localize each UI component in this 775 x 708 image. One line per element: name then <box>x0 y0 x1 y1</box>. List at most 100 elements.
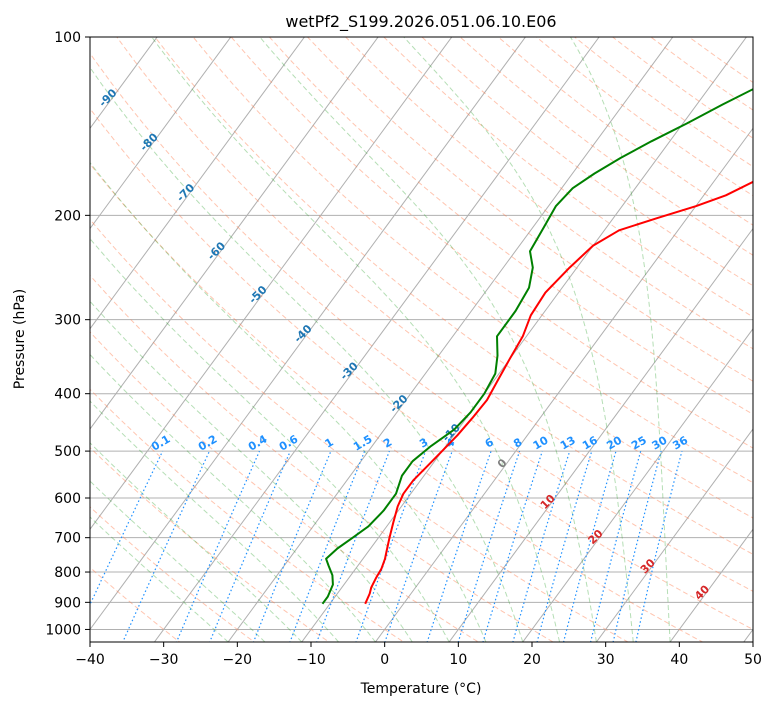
dry-adiabat <box>90 163 704 642</box>
isotherm--70 <box>90 37 306 330</box>
moist-adiabat <box>151 37 561 642</box>
dry-adiabat <box>421 37 753 287</box>
moist-adiabat <box>90 66 524 642</box>
isotherm-label: -100 <box>49 44 78 73</box>
mixing-ratio-line <box>536 450 593 642</box>
isotherm-label: -30 <box>338 359 361 382</box>
isotherm--80 <box>90 37 232 230</box>
dry-adiabat <box>269 37 753 415</box>
isotherm--90 <box>90 37 158 130</box>
mixing-ratio-label: 2 <box>381 436 394 451</box>
mixing-ratio-line <box>252 450 332 642</box>
dry-adiabat <box>90 331 480 642</box>
dry-adiabat <box>90 52 753 592</box>
x-tick-label-10: 10 <box>449 652 467 668</box>
x-tick-label-30: 30 <box>597 652 615 668</box>
mixing-ratio-label: 16 <box>580 433 600 452</box>
dry-adiabat <box>90 566 181 642</box>
mixing-ratio-line <box>457 450 521 642</box>
y-tick-label-300: 300 <box>54 313 81 329</box>
isotherm--40 <box>90 37 527 631</box>
plot-frame <box>89 36 754 643</box>
mixing-ratio-line <box>90 450 164 606</box>
mixing-ratio-line <box>209 450 291 642</box>
isotherm-label: -80 <box>138 130 161 153</box>
mixing-ratio-label: 0.2 <box>196 433 219 454</box>
moist-adiabat <box>90 400 339 642</box>
isotherm--10 <box>301 37 748 642</box>
x-tick-label-20: 20 <box>523 652 541 668</box>
mixing-ratio-line <box>512 450 571 642</box>
x-tick-label-40: 40 <box>670 652 688 668</box>
moist-adiabat <box>259 37 597 642</box>
mixing-ratio-line <box>122 450 211 642</box>
moist-adiabat <box>90 442 303 642</box>
dry-adiabat <box>192 37 753 484</box>
dry-adiabat <box>90 107 753 630</box>
y-tick-label-700: 700 <box>54 531 81 547</box>
isotherm-40 <box>669 528 753 642</box>
y-tick-label-900: 900 <box>54 595 81 611</box>
dry-adiabat <box>650 37 753 111</box>
moist-adiabat <box>90 161 487 642</box>
mixing-ratio-line <box>635 450 683 642</box>
adiabat-label: 10 <box>538 492 558 512</box>
chart-title: wetPf2_S199.2026.051.06.10.E06 <box>285 12 556 32</box>
y-tick-label-500: 500 <box>54 444 81 460</box>
isotherm-label: -70 <box>174 181 197 204</box>
mixing-ratio-line <box>562 450 617 642</box>
y-tick-label-600: 600 <box>54 491 81 507</box>
isotherm--60 <box>90 37 379 430</box>
x-axis-title: Temperature (°C) <box>360 681 482 697</box>
mixing-ratio-line <box>426 450 492 642</box>
isotherm-20 <box>522 327 753 642</box>
x-tick-label--20: −20 <box>223 652 253 668</box>
mixing-ratio-line <box>482 450 543 642</box>
mixing-ratio-label: 30 <box>650 433 670 452</box>
dry-adiabat <box>116 37 753 555</box>
dry-adiabat <box>90 388 405 642</box>
x-tick-label--30: −30 <box>149 652 179 668</box>
isotherm--50 <box>90 37 453 531</box>
dry-adiabat <box>90 218 629 642</box>
isotherm-0 <box>374 127 753 642</box>
x-tick-label--10: −10 <box>296 652 326 668</box>
y-axis-title: Pressure (hPa) <box>12 289 28 389</box>
mixing-ratio-label: 1.5 <box>351 433 374 454</box>
temperature-profile <box>364 180 753 605</box>
isotherm-label: -60 <box>205 239 228 262</box>
x-tick-label--40: −40 <box>75 652 105 668</box>
mixing-ratio-label: 20 <box>604 433 624 452</box>
mixing-ratio-label: 0.4 <box>246 432 270 453</box>
adiabat-label: 40 <box>692 582 712 602</box>
dry-adiabat <box>154 37 753 519</box>
dry-adiabat <box>90 274 555 642</box>
dry-adiabat <box>90 506 256 642</box>
dry-adiabat <box>497 37 753 226</box>
isotherm-label: -50 <box>246 283 269 306</box>
moist-adiabat <box>90 237 450 642</box>
mixing-ratio-label: 6 <box>483 435 496 450</box>
mixing-ratio-label: 10 <box>531 433 551 452</box>
mixing-ratio-label: 25 <box>629 434 649 453</box>
moist-adiabat <box>90 353 376 642</box>
y-tick-label-200: 200 <box>54 208 81 224</box>
dry-adiabat <box>688 37 753 84</box>
isotherm-50 <box>743 628 753 642</box>
moist-adiabat <box>570 37 671 642</box>
adiabat-label: 0 <box>495 456 510 471</box>
mixing-ratio-label: 0.6 <box>277 432 301 453</box>
adiabat-label: 20 <box>586 527 606 547</box>
isotherm--20 <box>227 37 674 642</box>
mixing-ratio-line <box>384 450 453 642</box>
dry-adiabat <box>345 37 753 350</box>
dry-adiabat <box>383 37 753 318</box>
moist-adiabat <box>403 37 634 642</box>
x-tick-label-50: 50 <box>744 652 762 668</box>
isotherm-10 <box>448 227 753 642</box>
mixing-ratio-line <box>289 450 366 642</box>
dewpoint-profile <box>321 88 753 605</box>
dry-adiabat <box>90 446 330 642</box>
mixing-ratio-line <box>612 450 662 642</box>
